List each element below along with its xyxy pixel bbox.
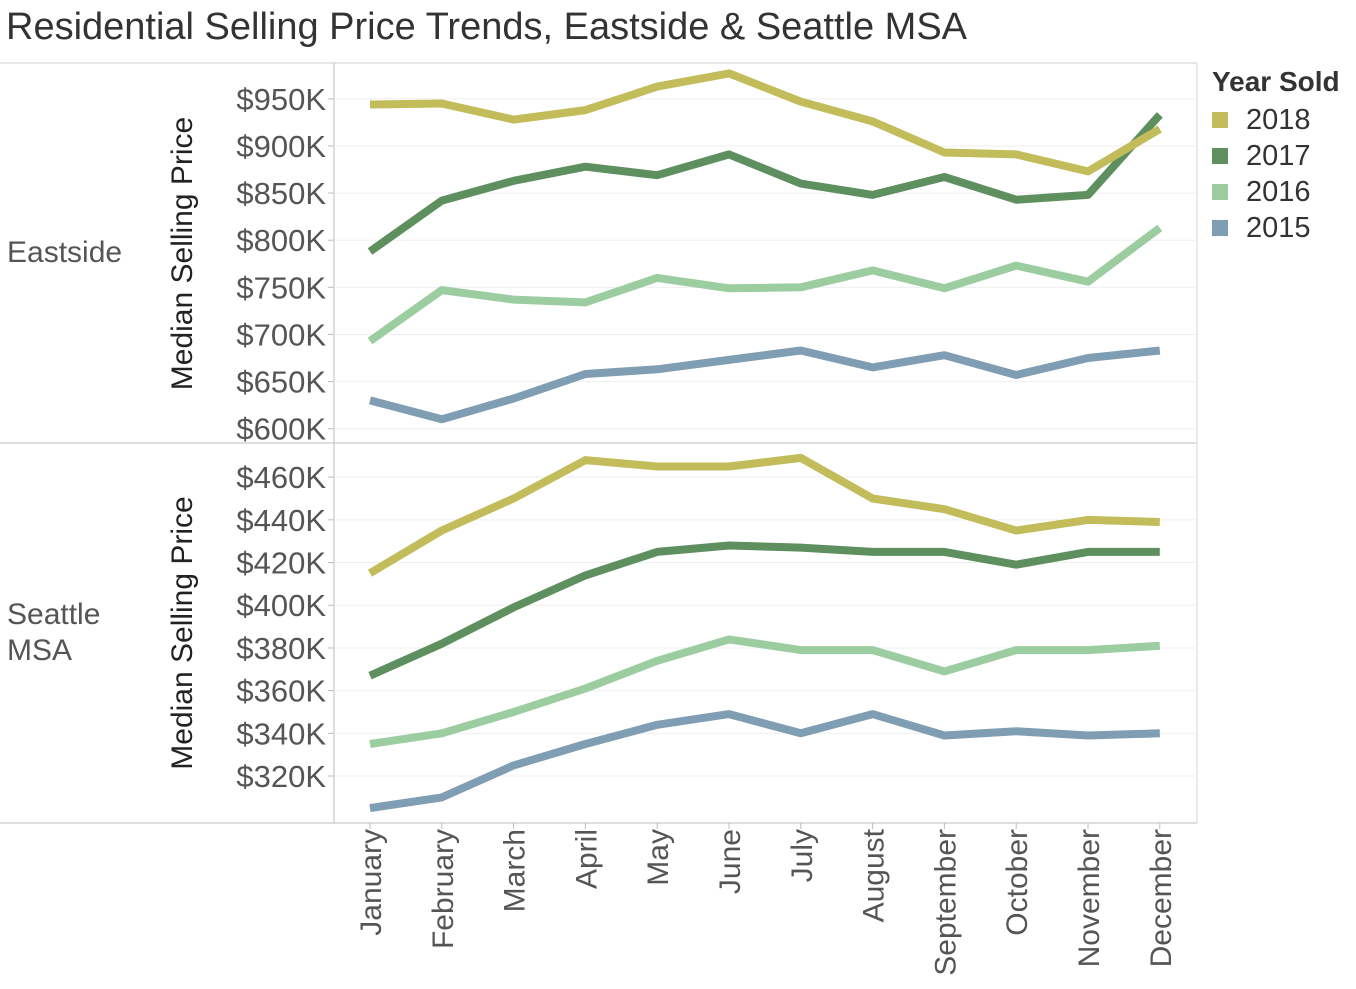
y-tick-label: $900K	[236, 129, 326, 164]
legend-swatch	[1212, 220, 1228, 236]
x-tick-label: June	[714, 829, 747, 894]
x-tick-label: September	[929, 829, 962, 976]
series-line-2015	[369, 710, 1160, 813]
legend: Year Sold 2018 2017 2016 2015	[1212, 66, 1340, 246]
legend-item-2016[interactable]: 2016	[1212, 174, 1340, 210]
x-tick-label: March	[499, 829, 532, 912]
legend-swatch	[1212, 148, 1228, 164]
panel-label: Seattle MSA	[7, 598, 100, 667]
legend-swatch	[1212, 112, 1228, 128]
y-tick-label: $460K	[236, 460, 326, 495]
y-tick-label: $320K	[236, 759, 326, 794]
legend-label: 2018	[1246, 103, 1311, 136]
chart-panels: $600K $650K $700K $750K $800K $850K $900K $950K…	[7, 69, 1197, 813]
x-tick-label: December	[1145, 829, 1178, 967]
series-line-2016	[369, 635, 1161, 748]
x-tick-label: May	[642, 829, 675, 886]
legend-items: 2018 2017 2016 2015	[1212, 102, 1340, 246]
y-tick-label: $400K	[236, 588, 326, 623]
x-tick-label: November	[1073, 829, 1106, 967]
legend-item-2018[interactable]: 2018	[1212, 102, 1340, 138]
series-line-2017	[367, 112, 1163, 255]
legend-swatch	[1212, 184, 1228, 200]
series-line-2018	[367, 453, 1160, 577]
y-axis-title: Median Selling Price	[166, 496, 199, 769]
series-line-2018	[369, 69, 1162, 176]
x-tick-label: August	[858, 828, 891, 922]
x-tick-label: July	[786, 829, 819, 882]
x-tick-label: October	[1001, 829, 1034, 936]
panel-seattle-msa: $320K $340K $360K $380K $400K $420K $440K $460K…	[7, 453, 1197, 813]
y-tick-label: $360K	[236, 674, 326, 709]
y-tick-label: $950K	[236, 82, 326, 117]
x-tick-label: January	[355, 829, 388, 936]
legend-label: 2017	[1246, 139, 1311, 172]
y-tick-label: $750K	[236, 270, 326, 305]
legend-label: 2015	[1246, 211, 1311, 244]
y-tick-label: $600K	[236, 412, 326, 447]
series-line-2016	[367, 224, 1163, 345]
y-tick-label: $420K	[236, 546, 326, 581]
y-tick-label: $340K	[236, 716, 326, 751]
panel-label: Eastside	[7, 236, 122, 269]
legend-item-2017[interactable]: 2017	[1212, 138, 1340, 174]
chart-title: Residential Selling Price Trends, Eastsi…	[6, 6, 968, 48]
legend-item-2015[interactable]: 2015	[1212, 210, 1340, 246]
y-tick-label: $800K	[236, 223, 326, 258]
y-tick-label: $440K	[236, 503, 326, 538]
panel-label-line: MSA	[7, 634, 72, 667]
y-tick-label: $700K	[236, 317, 326, 352]
panel-eastside: $600K $650K $700K $750K $800K $850K $900K $950K…	[7, 69, 1197, 447]
y-tick-label: $650K	[236, 365, 326, 400]
panel-label-line: Seattle	[7, 598, 100, 631]
series-line-2017	[368, 541, 1160, 680]
x-axis: January February March April May June July Augu…	[355, 823, 1178, 976]
x-tick-label: February	[427, 829, 460, 949]
x-tick-label: April	[570, 829, 603, 889]
y-axis-title: Median Selling Price	[166, 117, 199, 390]
series-line-2015	[368, 346, 1161, 424]
legend-title: Year Sold	[1212, 66, 1340, 97]
legend-label: 2016	[1246, 175, 1311, 208]
chart-frame	[0, 62, 1198, 824]
y-tick-label: $850K	[236, 176, 326, 211]
y-tick-label: $380K	[236, 631, 326, 666]
